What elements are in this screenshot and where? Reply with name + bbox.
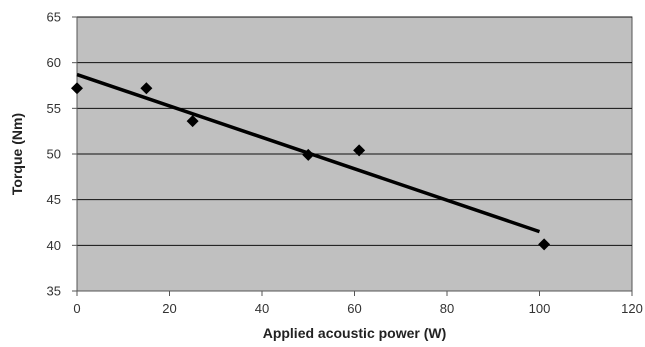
y-tick-label: 40 bbox=[47, 238, 61, 253]
y-axis-ticks: 35 40 45 50 55 60 65 bbox=[47, 10, 77, 299]
y-tick-label: 55 bbox=[47, 101, 61, 116]
data-points bbox=[71, 82, 551, 251]
data-point bbox=[302, 148, 315, 161]
x-tick-label: 80 bbox=[440, 301, 454, 316]
data-point bbox=[71, 82, 83, 95]
y-tick-label: 50 bbox=[47, 147, 61, 162]
x-axis-ticks: 0 20 40 60 80 100 120 bbox=[73, 291, 643, 316]
x-axis-title: Applied acoustic power (W) bbox=[263, 325, 447, 341]
x-tick-label: 20 bbox=[162, 301, 176, 316]
x-tick-label: 100 bbox=[529, 301, 551, 316]
x-tick-label: 0 bbox=[73, 301, 80, 316]
data-point bbox=[538, 238, 551, 251]
y-tick-label: 45 bbox=[47, 192, 61, 207]
y-axis-title: Torque (Nm) bbox=[9, 113, 25, 195]
y-tick-label: 35 bbox=[47, 284, 61, 299]
x-tick-label: 60 bbox=[347, 301, 361, 316]
x-tick-label: 120 bbox=[621, 301, 643, 316]
data-point bbox=[186, 115, 199, 128]
y-tick-label: 65 bbox=[47, 10, 61, 25]
data-point bbox=[353, 144, 366, 157]
data-point bbox=[140, 82, 153, 95]
y-tick-label: 60 bbox=[47, 55, 61, 70]
x-tick-label: 40 bbox=[255, 301, 269, 316]
